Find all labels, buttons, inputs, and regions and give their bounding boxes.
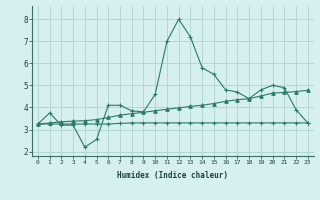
X-axis label: Humidex (Indice chaleur): Humidex (Indice chaleur)	[117, 171, 228, 180]
